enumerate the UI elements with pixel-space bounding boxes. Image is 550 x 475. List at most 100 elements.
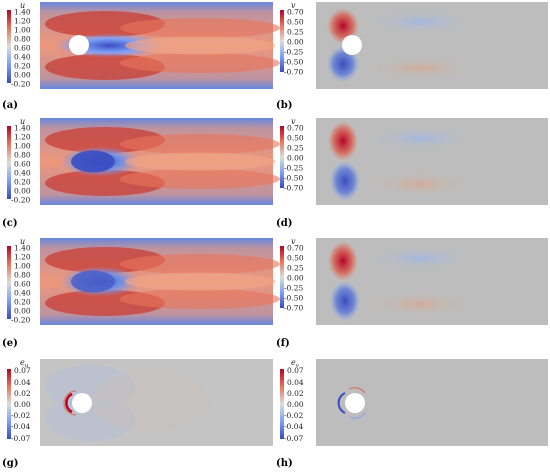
colorbar-f-gradient <box>280 246 284 308</box>
colorbar-c-variable: u <box>20 117 25 126</box>
colorbar-a-variable: u <box>20 1 25 10</box>
colorbar-f: v 0.70 0.50 0.25 0.00 -0.25 -0.50 -0.70 <box>280 237 304 313</box>
tick-label: -0.02 <box>11 411 30 420</box>
colorbar-c-ticks: 1.40 1.20 1.00 0.80 0.60 0.40 0.20 0.00 … <box>11 124 31 205</box>
tick-label: 1.20 <box>14 253 31 262</box>
colorbar-g-gradient <box>7 369 11 439</box>
colorbar-a-ticks: 1.40 1.20 1.00 0.80 0.60 0.40 0.20 0.00 … <box>11 8 31 89</box>
field-b <box>316 2 548 89</box>
colorbar-f-ticks: 0.70 0.50 0.25 0.00 -0.25 -0.50 -0.70 <box>284 244 304 313</box>
panel-d: v 0.70 0.50 0.25 0.00 -0.25 -0.50 -0.70 <box>275 116 550 231</box>
tick-label: 1.00 <box>14 26 31 35</box>
field-g <box>40 359 273 446</box>
panel-g: eu 0.07 0.04 0.02 0.00 -0.02 -0.04 -0.07 <box>0 357 275 462</box>
colorbar-d-gradient <box>280 126 284 188</box>
tick-label: 0.20 <box>14 298 31 307</box>
caption-c: (c) <box>2 218 18 229</box>
tick-label: 0.02 <box>14 389 31 398</box>
field-c <box>40 118 280 205</box>
tick-label: -0.50 <box>284 174 303 183</box>
colorbar-d: v 0.70 0.50 0.25 0.00 -0.25 -0.50 -0.70 <box>280 117 304 193</box>
colorbar-b: v 0.70 0.50 0.25 0.00 -0.25 -0.50 -0.70 <box>280 1 304 77</box>
field-h <box>316 359 548 446</box>
cylinder <box>342 35 362 55</box>
tick-label: -0.07 <box>11 434 30 443</box>
colorbar-c: u 1.40 1.20 1.00 0.80 0.60 0.40 0.20 0.0… <box>7 117 31 205</box>
colorbar-a-gradient <box>7 10 11 83</box>
tick-label: 0.80 <box>14 35 31 44</box>
tick-label: 0.20 <box>14 178 31 187</box>
panel-e-svg: u 1.40 1.20 1.00 0.80 0.60 0.40 0.20 0.0… <box>7 237 280 325</box>
tick-label: 1.40 <box>14 124 31 133</box>
tick-label: 0.00 <box>287 154 304 163</box>
colorbar-b-ticks: 0.70 0.50 0.25 0.00 -0.25 -0.50 -0.70 <box>284 8 304 77</box>
tick-label: 0.00 <box>287 400 304 409</box>
tick-label: 0.25 <box>287 264 304 273</box>
tick-label: -0.04 <box>11 422 30 431</box>
tick-label: 0.60 <box>14 280 31 289</box>
caption-e: (e) <box>2 338 18 349</box>
colorbar-b-gradient <box>280 10 284 72</box>
tick-label: -0.20 <box>11 80 30 89</box>
tick-label: 1.00 <box>14 142 31 151</box>
colorbar-h-variable: ev <box>291 358 300 369</box>
tick-label: 0.50 <box>287 18 304 27</box>
colorbar-d-ticks: 0.70 0.50 0.25 0.00 -0.25 -0.50 -0.70 <box>284 124 304 193</box>
cylinder <box>69 35 89 55</box>
caption-b: (b) <box>276 100 293 111</box>
tick-label: 0.00 <box>287 274 304 283</box>
field-a <box>40 2 280 89</box>
tick-label: -0.25 <box>284 284 303 293</box>
tick-label: -0.07 <box>284 434 303 443</box>
panel-a: u 1.40 1.20 1.00 0.80 0.60 0.40 0.20 0.0… <box>0 0 280 115</box>
tick-label: 0.40 <box>14 289 31 298</box>
tick-label: 0.70 <box>287 244 304 253</box>
tick-label: 0.60 <box>14 160 31 169</box>
tick-label: -0.20 <box>11 316 30 325</box>
colorbar-a: u 1.40 1.20 1.00 0.80 0.60 0.40 0.20 0.0… <box>7 1 31 89</box>
tick-label: 1.20 <box>14 133 31 142</box>
tick-label: -0.20 <box>11 196 30 205</box>
colorbar-d-variable: v <box>291 117 296 126</box>
tick-label: 1.00 <box>14 262 31 271</box>
panel-g-svg: eu 0.07 0.04 0.02 0.00 -0.02 -0.04 -0.07 <box>7 358 273 446</box>
tick-label: 0.80 <box>14 151 31 160</box>
field-e <box>40 238 280 325</box>
caption-d: (d) <box>276 218 293 229</box>
tick-label: 0.25 <box>287 144 304 153</box>
tick-label: 0.50 <box>287 134 304 143</box>
tick-label: 1.40 <box>14 8 31 17</box>
tick-label: 0.50 <box>287 254 304 263</box>
tick-label: 0.00 <box>287 38 304 47</box>
panel-c: u 1.40 1.20 1.00 0.80 0.60 0.40 0.20 0.0… <box>0 116 280 231</box>
tick-label: 0.00 <box>14 187 31 196</box>
panel-f-svg: v 0.70 0.50 0.25 0.00 -0.25 -0.50 -0.70 <box>280 237 548 325</box>
caption-a: (a) <box>2 100 18 111</box>
panel-b-svg: v 0.70 0.50 0.25 0.00 -0.25 -0.50 -0.70 <box>280 1 548 89</box>
colorbar-h-ticks: 0.07 0.04 0.02 0.00 -0.02 -0.04 -0.07 <box>284 366 304 443</box>
tick-label: 0.70 <box>287 124 304 133</box>
colorbar-h: ev 0.07 0.04 0.02 0.00 -0.02 -0.04 -0.07 <box>280 358 304 443</box>
colorbar-e-gradient <box>7 246 11 319</box>
tick-label: 0.25 <box>287 28 304 37</box>
tick-label: 0.40 <box>14 169 31 178</box>
tick-label: -0.04 <box>284 422 303 431</box>
tick-label: 0.00 <box>14 71 31 80</box>
caption-h: (h) <box>276 458 293 469</box>
panel-b: v 0.70 0.50 0.25 0.00 -0.25 -0.50 -0.70 <box>275 0 550 115</box>
panel-c-svg: u 1.40 1.20 1.00 0.80 0.60 0.40 0.20 0.0… <box>7 117 280 205</box>
panel-e: u 1.40 1.20 1.00 0.80 0.60 0.40 0.20 0.0… <box>0 236 280 351</box>
colorbar-g: eu 0.07 0.04 0.02 0.00 -0.02 -0.04 -0.07 <box>7 358 31 443</box>
colorbar-e-variable: u <box>20 237 25 246</box>
tick-label: 1.40 <box>14 244 31 253</box>
tick-label: -0.50 <box>284 58 303 67</box>
tick-label: 0.20 <box>14 62 31 71</box>
caption-f: (f) <box>276 338 290 349</box>
panel-d-svg: v 0.70 0.50 0.25 0.00 -0.25 -0.50 -0.70 <box>280 117 548 205</box>
colorbar-e-ticks: 1.40 1.20 1.00 0.80 0.60 0.40 0.20 0.00 … <box>11 244 31 325</box>
colorbar-e: u 1.40 1.20 1.00 0.80 0.60 0.40 0.20 0.0… <box>7 237 31 325</box>
panel-a-svg: u 1.40 1.20 1.00 0.80 0.60 0.40 0.20 0.0… <box>7 1 280 89</box>
tick-label: -0.70 <box>284 68 303 77</box>
tick-label: 0.40 <box>14 53 31 62</box>
tick-label: 0.07 <box>287 366 304 375</box>
